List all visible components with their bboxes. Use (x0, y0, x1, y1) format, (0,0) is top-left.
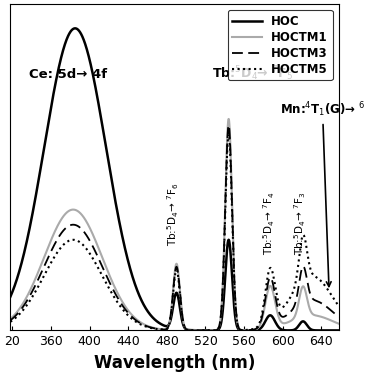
HOC (73, 26, 77, 30)
HOC (248, 328, 253, 333)
Text: Tb:$^5$D$_4$→ $^7$F$_3$: Tb:$^5$D$_4$→ $^7$F$_3$ (292, 191, 308, 255)
HOCTM5 (165, 326, 170, 331)
HOCTM1 (208, 328, 213, 333)
HOCTM3 (226, 123, 231, 127)
X-axis label: Wavelength (nm): Wavelength (nm) (94, 354, 255, 372)
HOCTM5 (150, 326, 154, 331)
Text: Mn:$^4$T$_1$(G)→ $^6$: Mn:$^4$T$_1$(G)→ $^6$ (280, 100, 365, 287)
HOCTM3 (8, 318, 13, 323)
HOCTM1 (248, 328, 253, 332)
HOCTM1 (147, 324, 152, 329)
HOCTM3 (328, 308, 333, 312)
HOC (328, 328, 333, 333)
HOCTM3 (312, 298, 317, 302)
HOCTM5 (208, 328, 212, 333)
Text: Tb:$^5$D$_4$→ $^7$F$_4$: Tb:$^5$D$_4$→ $^7$F$_4$ (261, 191, 277, 255)
HOCTM1 (150, 325, 154, 330)
Line: HOCTM5: HOCTM5 (11, 134, 341, 331)
HOC (165, 324, 170, 328)
HOCTM3 (165, 326, 170, 331)
Line: HOCTM1: HOCTM1 (11, 119, 341, 331)
HOCTM1 (312, 313, 317, 317)
HOCTM5 (328, 292, 333, 296)
Text: Ce: 5d→ 4f: Ce: 5d→ 4f (29, 68, 107, 80)
HOC (338, 328, 343, 333)
HOCTM3 (150, 326, 154, 330)
HOCTM5 (147, 325, 152, 330)
HOCTM5 (312, 273, 317, 278)
Line: HOCTM3: HOCTM3 (11, 125, 341, 331)
HOCTM5 (226, 132, 231, 136)
HOCTM5 (248, 327, 253, 332)
HOCTM1 (226, 117, 231, 121)
HOC (147, 311, 152, 316)
HOCTM3 (248, 327, 253, 332)
HOC (8, 294, 13, 299)
Text: Tb:$^5$D$_4$→ $^7$F$_5$: Tb:$^5$D$_4$→ $^7$F$_5$ (212, 64, 294, 83)
Text: Tb:$^5$D$_4$→ $^7$F$_6$: Tb:$^5$D$_4$→ $^7$F$_6$ (166, 182, 181, 246)
HOCTM1 (165, 326, 170, 331)
HOC (150, 314, 154, 319)
HOCTM3 (208, 328, 213, 333)
Legend: HOC, HOCTM1, HOCTM3, HOCTM5: HOC, HOCTM1, HOCTM3, HOCTM5 (228, 10, 333, 80)
HOCTM1 (338, 322, 343, 327)
HOCTM1 (328, 318, 333, 323)
HOCTM3 (147, 325, 152, 329)
Line: HOC: HOC (11, 28, 341, 331)
HOCTM5 (8, 320, 13, 324)
HOCTM5 (338, 307, 343, 311)
HOCTM1 (8, 317, 13, 321)
HOCTM3 (338, 316, 343, 321)
HOC (312, 328, 317, 332)
